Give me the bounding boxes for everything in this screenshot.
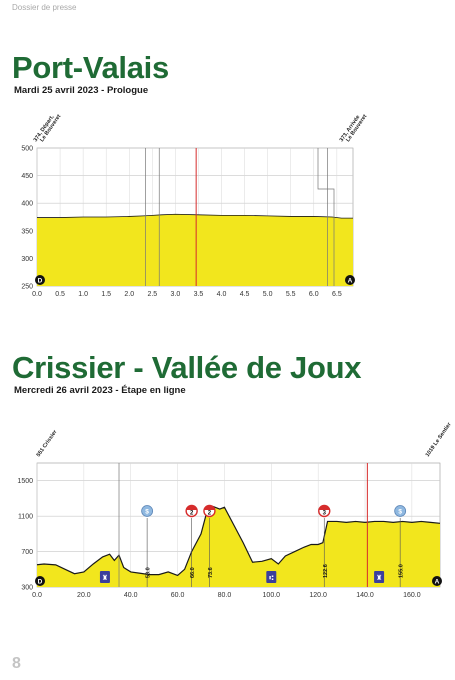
end-badge — [345, 275, 355, 285]
x-tick-label: 3.5 — [194, 291, 204, 298]
landmark-icon — [374, 571, 385, 583]
sprint-icon-glyph: $ — [398, 509, 402, 516]
x-tick-label: 80.0 — [218, 592, 232, 599]
km-label: 66.0 — [190, 567, 196, 578]
y-tick-label: 450 — [21, 173, 33, 180]
x-tick-label: 100.0 — [263, 592, 281, 599]
climb-category: 3 — [323, 511, 327, 517]
profile-area — [37, 214, 353, 286]
y-tick-label: 250 — [21, 284, 33, 291]
y-tick-label: 300 — [21, 256, 33, 263]
x-tick-label: 5.5 — [286, 291, 296, 298]
climb-category: 2 — [208, 511, 212, 517]
start-badge-label: D — [38, 277, 43, 284]
x-tick-label: 2.0 — [124, 291, 134, 298]
stage-2-title: Crissier - Vallée de Joux — [12, 350, 362, 385]
sprint-icon-glyph: $ — [145, 509, 149, 516]
climb-category: 2 — [190, 511, 194, 517]
x-tick-label: 1.5 — [101, 291, 111, 298]
end-badge-label: A — [435, 578, 440, 585]
x-tick-label: 6.5 — [332, 291, 342, 298]
start-badge-label: D — [38, 578, 43, 585]
feed-zone-icon-glyph: ⑆ — [269, 575, 274, 582]
y-tick-label: 1500 — [17, 478, 33, 485]
feed-zone-icon — [266, 571, 277, 583]
stage-1-subtitle: Mardi 25 avril 2023 - Prologue — [14, 85, 149, 96]
profile-chart-prologue: 250 300 350 400 450 500 0.0 0.5 1.0 1.5 2.0 2.5 3.0 3… — [21, 114, 368, 298]
y-tick-label: 300 — [21, 585, 33, 592]
page-number: 8 — [12, 655, 21, 672]
start-badge — [35, 275, 45, 285]
x-tick-label: 2.5 — [147, 291, 157, 298]
x-tick-label: 1.0 — [78, 291, 88, 298]
climb-icon-cap — [204, 505, 215, 510]
x-tick-label: 60.0 — [171, 592, 185, 599]
profile-chart-stage: 300 700 1100 1500 0.0 20.0 40.0 60.0 80.0 100.0 12… — [17, 421, 454, 599]
sprint-icon — [141, 505, 154, 517]
x-tick-label: 4.0 — [217, 291, 227, 298]
profile-line — [37, 213, 353, 219]
x-tick-label: 20.0 — [77, 592, 91, 599]
profile-line — [36, 505, 441, 577]
x-tick-label: 4.5 — [240, 291, 250, 298]
y-tick-label: 400 — [21, 201, 33, 208]
km-label: 53.0 — [146, 567, 152, 578]
end-badge-label: A — [348, 277, 353, 284]
castle-icon — [99, 571, 110, 583]
end-badge — [432, 576, 442, 586]
stage-1-title: Port-Valais — [12, 50, 169, 85]
finish-approach-line — [317, 148, 335, 286]
x-tick-label: 0.0 — [32, 592, 42, 599]
start-location-label: 551 Crissier — [36, 428, 59, 458]
landmark-icon-glyph: ♜ — [376, 574, 382, 582]
y-tick-label: 350 — [21, 228, 33, 235]
x-tick-label: 3.0 — [171, 291, 181, 298]
x-tick-label: 120.0 — [309, 592, 327, 599]
km-label: 155.0 — [399, 564, 405, 578]
climb-icon-cap — [319, 505, 330, 510]
y-tick-label: 700 — [21, 549, 33, 556]
x-tick-label: 40.0 — [124, 592, 138, 599]
x-tick-label: 160.0 — [403, 592, 421, 599]
sprint-icon — [394, 505, 407, 517]
profile-area — [37, 506, 440, 587]
climb-icon-cap — [186, 505, 197, 510]
y-tick-label: 500 — [21, 146, 33, 153]
km-label: 122.6 — [323, 564, 329, 578]
y-tick-label: 1100 — [18, 514, 33, 521]
stage-2-subtitle: Mercredi 26 avril 2023 - Étape en ligne — [14, 385, 186, 396]
x-tick-label: 0.5 — [55, 291, 65, 298]
start-badge — [35, 576, 45, 586]
km-label: 73.6 — [208, 567, 214, 578]
castle-icon-glyph: ♜ — [102, 574, 108, 582]
header-label: Dossier de presse — [12, 3, 77, 12]
x-tick-label: 6.0 — [309, 291, 319, 298]
x-tick-label: 5.0 — [263, 291, 273, 298]
x-tick-label: 140.0 — [356, 592, 374, 599]
finish-location-label: 1019 Le Sentier — [425, 421, 454, 458]
x-tick-label: 0.0 — [32, 291, 42, 298]
